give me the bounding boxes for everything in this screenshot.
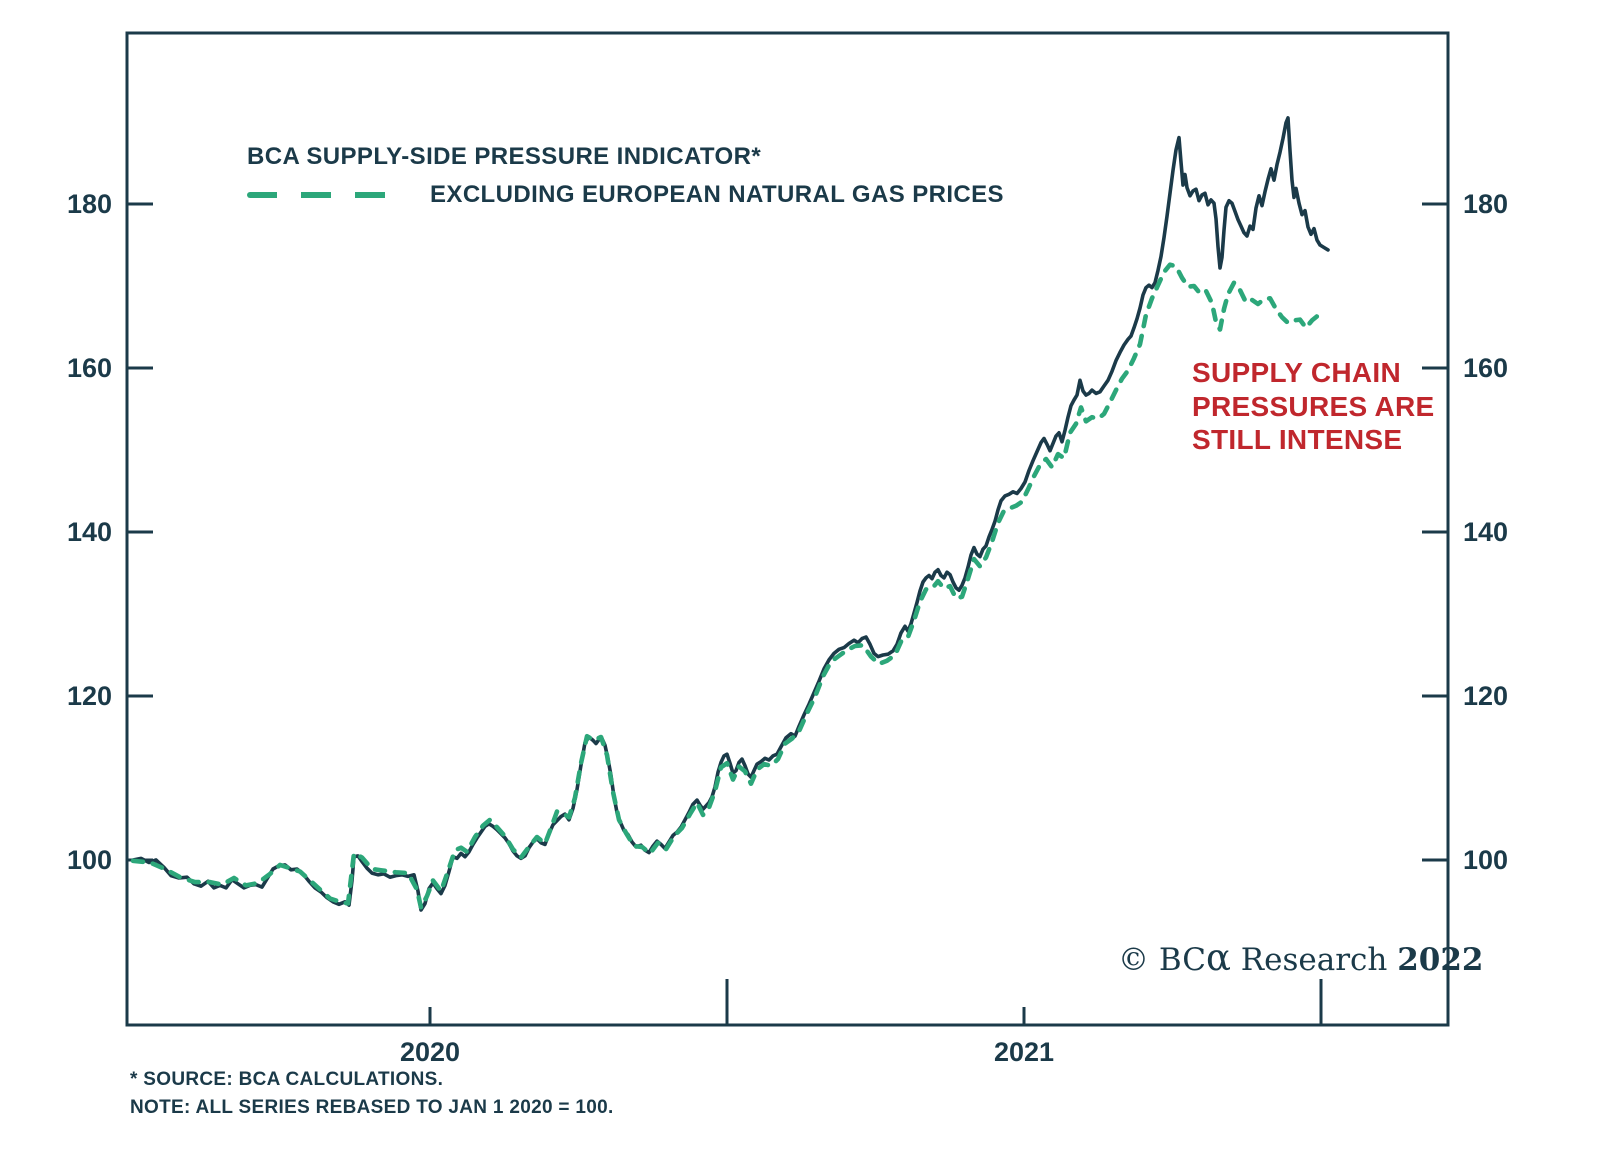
copyright-alpha-glyph: α: [1205, 936, 1231, 979]
dashed-line-swatch-icon: [247, 192, 397, 198]
y-axis-label-left: 180: [67, 189, 112, 219]
copyright-prefix: © BC: [1118, 942, 1206, 978]
annotation-line-3: STILL INTENSE: [1192, 424, 1403, 455]
excluding-gas-line: [130, 262, 1321, 910]
y-axis-label-left: 140: [67, 517, 112, 547]
pressure-indicator-line: [131, 116, 1330, 912]
x-axis-label: 2021: [994, 1037, 1054, 1067]
legend: BCA SUPPLY-SIDE PRESSURE INDICATOR* EXCL…: [247, 143, 1004, 209]
y-axis-label-left: 120: [67, 681, 112, 711]
legend-item-pressure-indicator: BCA SUPPLY-SIDE PRESSURE INDICATOR*: [247, 143, 1004, 171]
plot-frame: [125, 31, 1450, 1027]
footnotes: * SOURCE: BCA CALCULATIONS. NOTE: ALL SE…: [130, 1066, 614, 1122]
x-axis-label: 2020: [400, 1037, 460, 1067]
legend-label-pressure-indicator: BCA SUPPLY-SIDE PRESSURE INDICATOR*: [247, 143, 762, 170]
annotation-line-1: SUPPLY CHAIN: [1192, 357, 1401, 388]
annotation-line-2: PRESSURES ARE: [1192, 390, 1435, 422]
y-axis-label-right: 140: [1463, 517, 1508, 547]
y-axis-label-left: 100: [67, 845, 112, 875]
y-axis-label-left: 160: [67, 353, 112, 383]
copyright-year: 2022: [1397, 942, 1484, 978]
copyright-text: Research: [1230, 942, 1398, 978]
legend-label-excluding-gas: EXCLUDING EUROPEAN NATURAL GAS PRICES: [430, 181, 1004, 208]
y-axis-label-right: 180: [1463, 189, 1508, 219]
y-axis-label-right: 100: [1463, 845, 1508, 875]
legend-item-excluding-gas: EXCLUDING EUROPEAN NATURAL GAS PRICES: [247, 181, 1004, 209]
y-axis-label-right: 120: [1463, 681, 1508, 711]
annotation-supply-chain: SUPPLY CHAIN PRESSURES ARE STILL INTENSE: [1192, 356, 1434, 457]
footnote-note: NOTE: ALL SERIES REBASED TO JAN 1 2020 =…: [130, 1097, 614, 1118]
footnote-source: * SOURCE: BCA CALCULATIONS.: [130, 1069, 444, 1090]
copyright-notice: © BCα Research 2022: [1118, 939, 1484, 978]
y-axis-label-right: 160: [1463, 353, 1508, 383]
